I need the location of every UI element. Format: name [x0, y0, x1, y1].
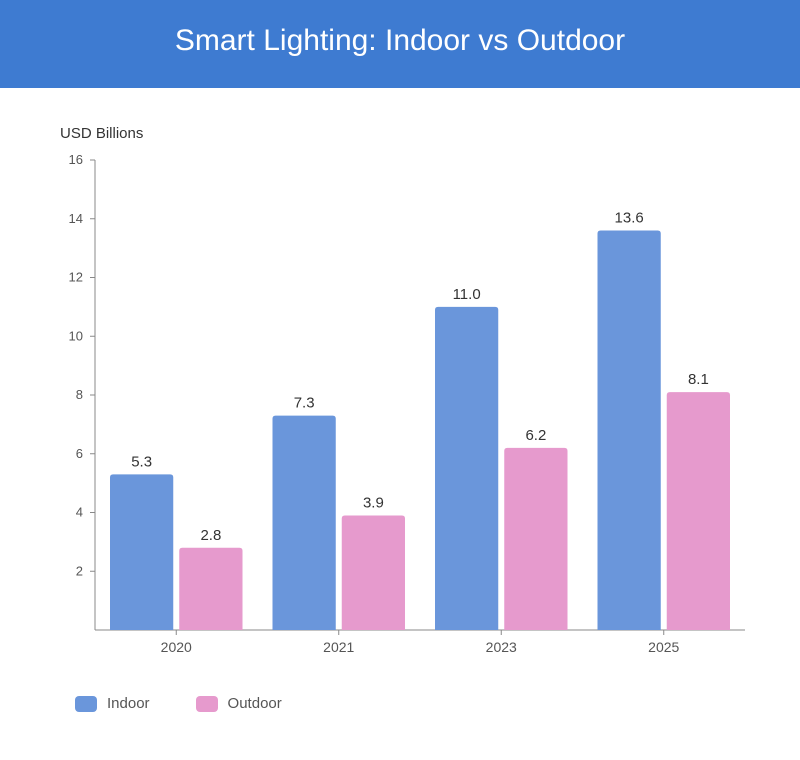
legend: Indoor Outdoor	[75, 695, 282, 712]
bar-label: 7.3	[294, 395, 315, 412]
x-category-label: 2020	[161, 639, 192, 655]
legend-item-outdoor: Outdoor	[196, 695, 282, 712]
bar-label: 13.6	[615, 210, 644, 227]
bar-outdoor-2025	[667, 392, 730, 630]
bar-outdoor-2020	[179, 548, 242, 630]
bar-outdoor-2021	[342, 515, 405, 630]
legend-item-indoor: Indoor	[75, 695, 150, 712]
legend-label: Indoor	[107, 695, 150, 712]
x-category-label: 2025	[648, 639, 679, 655]
svg-text:16: 16	[69, 152, 83, 167]
chart-svg: 2 4 6 8 10 12 14 16 5.3 2.8 2020 7.3 3.9 2021 11.0 6.2 2…	[0, 0, 800, 760]
bar-label: 2.8	[200, 527, 221, 544]
bar-indoor-2021	[273, 416, 336, 630]
bar-indoor-2020	[110, 474, 173, 630]
bar-label: 5.3	[131, 453, 152, 470]
bar-indoor-2023	[435, 307, 498, 630]
svg-text:4: 4	[76, 505, 83, 520]
svg-text:10: 10	[69, 328, 83, 343]
svg-text:6: 6	[76, 446, 83, 461]
bar-label: 11.0	[453, 286, 481, 303]
svg-text:12: 12	[69, 270, 83, 285]
x-category-label: 2023	[486, 639, 517, 655]
legend-swatch	[196, 696, 218, 712]
x-category-label: 2021	[323, 639, 354, 655]
bar-label: 3.9	[363, 494, 384, 511]
bar-indoor-2025	[598, 231, 661, 631]
bar-label: 8.1	[688, 371, 709, 388]
legend-label: Outdoor	[228, 695, 282, 712]
svg-text:8: 8	[76, 387, 83, 402]
bar-outdoor-2023	[504, 448, 567, 630]
chart-container: Smart Lighting: Indoor vs Outdoor USD Bi…	[0, 0, 800, 760]
svg-text:2: 2	[76, 563, 83, 578]
legend-swatch	[75, 696, 97, 712]
svg-text:14: 14	[69, 211, 83, 226]
bar-label: 6.2	[525, 427, 546, 444]
